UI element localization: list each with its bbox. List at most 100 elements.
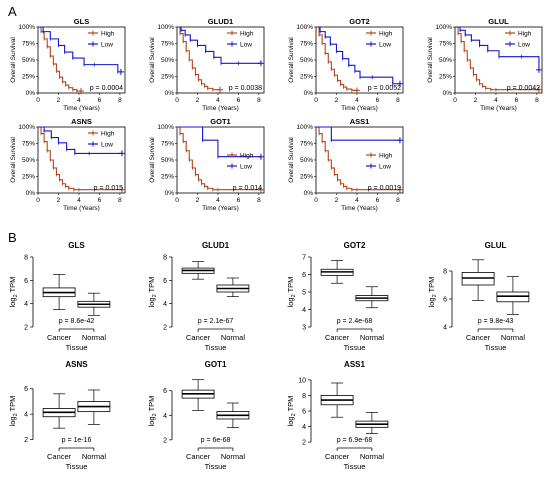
y-tick-label: 100% [157,24,174,31]
y-axis-label: Overall Survival [149,37,156,83]
y-tick-label: 8 [443,269,447,276]
y-tick-label: 75% [22,141,35,148]
box-cancer [181,379,215,411]
y-tick-label: 6 [24,278,28,285]
y-tick-label: 100% [18,124,35,131]
x-tick-label: 0 [314,97,318,104]
plot-title: GOT2 [349,17,369,26]
legend-label-high: High [379,152,393,159]
x-tick-label: 4 [77,97,81,104]
legend-label-low: Low [240,163,252,170]
box-normal [216,402,250,428]
x-tick-label: 2 [57,197,61,204]
y-tick-label: 75% [22,41,35,48]
x-tick-label-cancer: Cancer [325,333,350,342]
x-tick-label: 6 [376,97,380,104]
p-value: p = 0.0052 [368,85,401,92]
box-normal [496,276,530,315]
x-tick-label: 2 [335,97,339,104]
y-tick-label: 0% [26,190,36,197]
y-tick-label: 0% [165,90,175,97]
y-axis-label: log2 TPM [147,277,158,308]
y-tick-label: 50% [161,57,174,64]
y-tick-label: 25% [439,74,452,81]
x-axis-label: Tissue [66,343,88,352]
box-normal [77,389,111,425]
plot-title: GLUD1 [208,17,233,26]
x-axis-label: Time (Years) [63,205,100,212]
y-tick-label: 50% [22,157,35,164]
y-tick-label: 0% [443,90,453,97]
x-tick-label: 4 [355,197,359,204]
x-tick-label: 4 [77,197,81,204]
plot-title: ASNS [71,117,92,126]
box-normal [355,286,389,309]
legend-label-high: High [101,130,115,137]
y-tick-label: 100% [296,24,313,31]
legend-label-low: Low [240,41,252,48]
km-plot-ass1: ASS1 0% 25% 50% 75% 100% 0 2 4 6 8 Time (Years) Over… [288,117,404,212]
plot-title: ASS1 [350,117,370,126]
end-marker [535,86,542,93]
x-tick-label: 2 [474,97,478,104]
km-plot-got1: GOT1 0% 25% 50% 75% 100% 0 2 4 6 8 Time (Years) Over… [149,117,265,212]
km-plot-asns: ASNS 0% 25% 50% 75% 100% 0 2 4 6 8 Time (Years) Over… [10,117,126,212]
x-tick-label: 4 [216,197,220,204]
y-tick-label: 100% [435,24,452,31]
y-tick-label: 100% [18,24,35,31]
y-axis-label: Overall Survival [149,137,156,183]
x-tick-label: 6 [376,197,380,204]
x-tick-label: 8 [257,97,261,104]
end-marker [77,88,84,95]
end-marker [535,66,542,73]
y-tick-label: 6 [302,409,306,416]
legend-label-high: High [379,30,393,37]
y-tick-label: 3 [302,325,306,332]
x-tick-label: 4 [494,97,498,104]
end-marker [257,186,264,193]
series-line-low [177,126,261,158]
y-tick-label: 75% [161,141,174,148]
p-value: p = 8.6e-42 [59,318,95,325]
p-value: p = 9.8e-43 [478,318,514,325]
survival-curves: GLS 0% 25% 50% 75% 100% 0 2 4 6 8 Time (Years) Overa… [10,17,543,212]
x-tick-label: 8 [118,197,122,204]
y-tick-label: 0% [304,90,314,97]
km-plot-glul: GLUL 0% 25% 50% 75% 100% 0 2 4 6 8 Time (Years) Over… [427,17,543,112]
x-tick-label: 2 [196,97,200,104]
x-tick-label-normal: Normal [360,452,385,461]
end-marker [118,150,125,157]
x-tick-label: 0 [175,197,179,204]
p-value: p = 1e-16 [62,437,92,444]
km-plot-gls: GLS 0% 25% 50% 75% 100% 0 2 4 6 8 Time (Years) Overa… [10,17,126,112]
y-tick-label: 4 [24,301,28,308]
p-value: p = 2.1e-67 [198,318,234,325]
box-cancer [42,274,76,310]
x-tick-label-cancer: Cancer [186,333,211,342]
plot-title: ASS1 [344,360,365,369]
y-tick-label: 6 [443,297,447,304]
x-tick-label: 0 [175,97,179,104]
y-tick-label: 75% [300,141,313,148]
p-value: p = 0.0038 [229,85,262,92]
x-tick-label-normal: Normal [221,452,246,461]
y-tick-label: 50% [22,57,35,64]
x-tick-label-cancer: Cancer [47,452,72,461]
x-tick-label: 6 [515,97,519,104]
panel-label-b: B [8,230,17,245]
x-axis-label: Tissue [205,462,227,471]
x-tick-label: 6 [237,97,241,104]
y-tick-label: 50% [439,57,452,64]
end-marker [257,60,264,67]
y-axis-label: log2 TPM [427,277,438,308]
x-tick-label: 6 [98,97,102,104]
x-tick-label-normal: Normal [360,333,385,342]
series-line-low [316,126,400,141]
plot-title: GLUL [488,17,509,26]
y-axis-label: log2 TPM [286,396,297,427]
